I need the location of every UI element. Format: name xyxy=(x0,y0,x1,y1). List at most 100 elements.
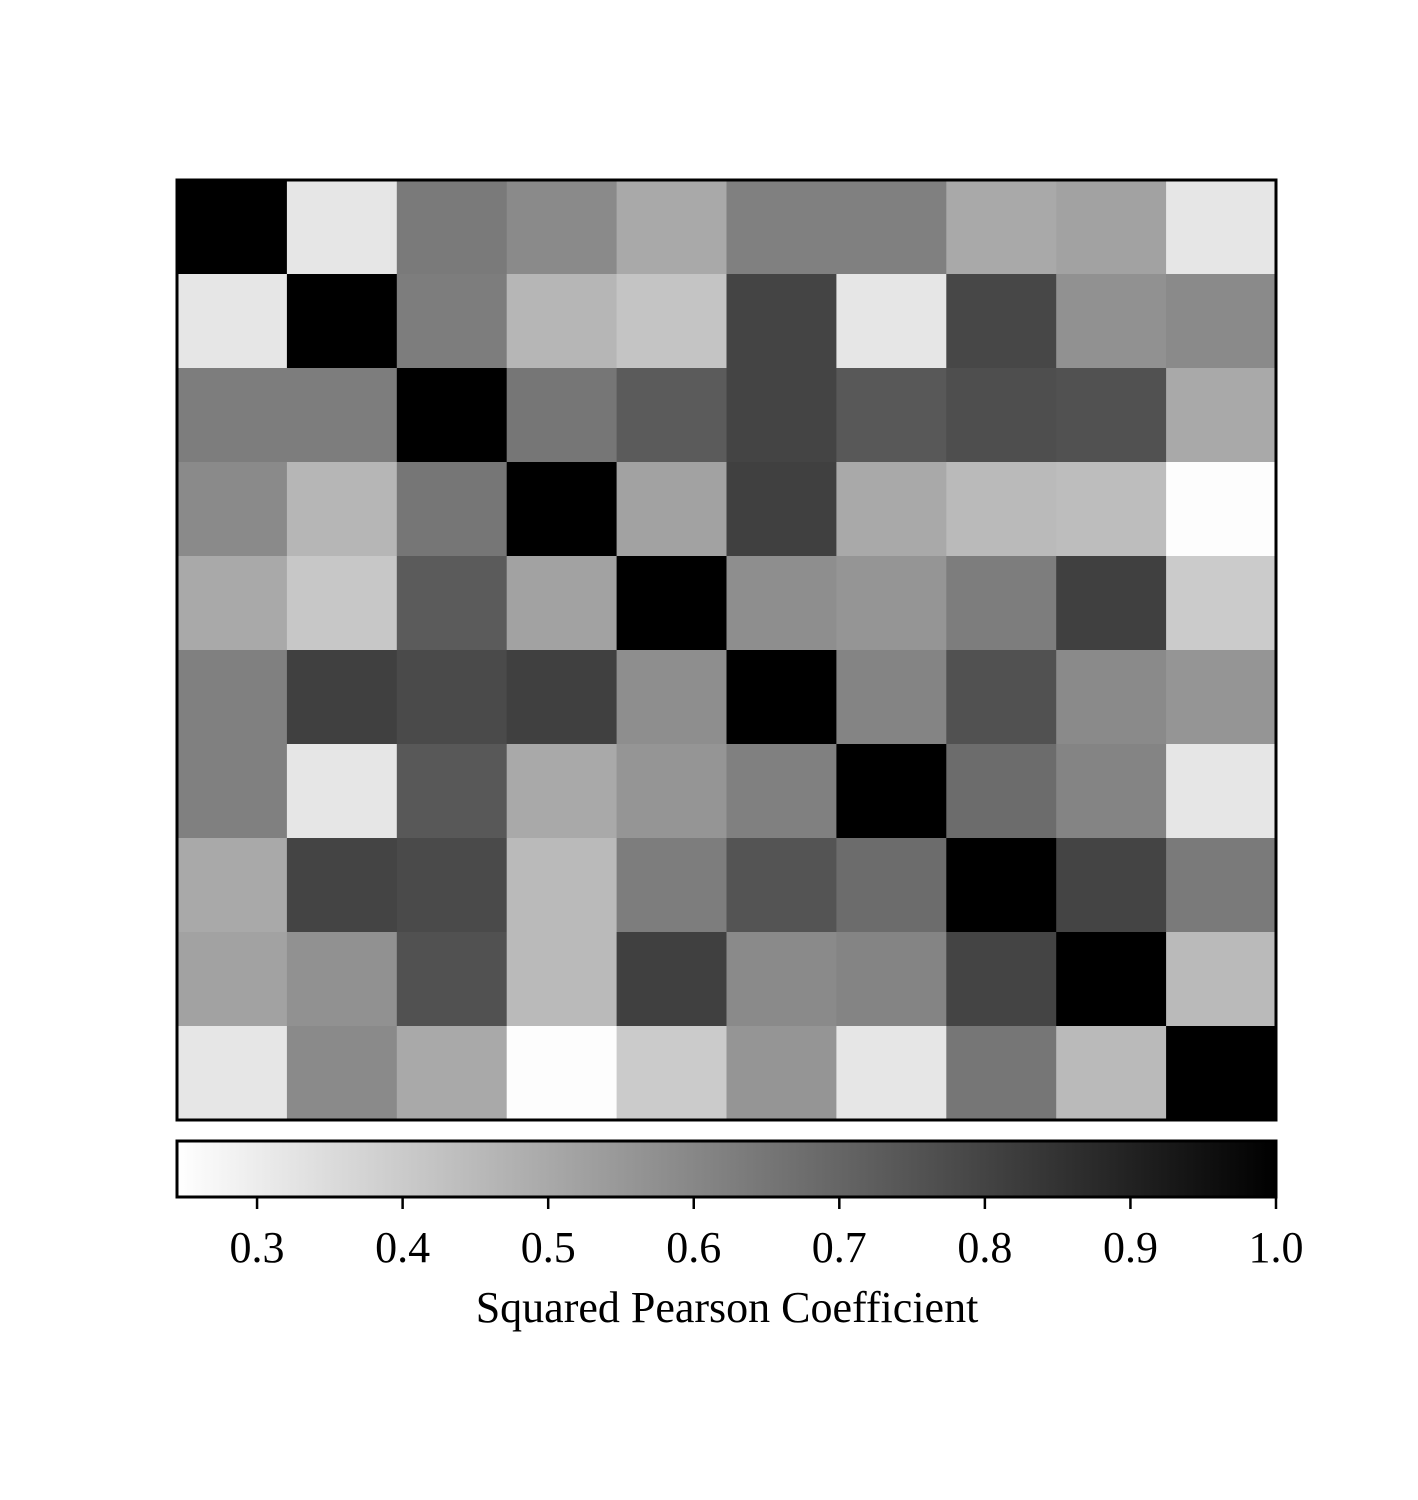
heatmap-cell-r7-c4 xyxy=(616,838,728,933)
heatmap-cell-r8-c2 xyxy=(396,932,508,1027)
heatmap-cell-r5-c4 xyxy=(616,650,728,745)
heatmap-cell-r7-c5 xyxy=(726,838,837,933)
heatmap-cell-r1-c1 xyxy=(286,274,398,369)
heatmap-cell-r8-c1 xyxy=(286,932,398,1027)
heatmap-cell-r4-c3 xyxy=(506,556,618,651)
colorbar-ticks: 0.3 0.4 0.5 0.6 0.7 0.8 0.9 1.0 xyxy=(230,1197,1304,1272)
heatmap-cell-r2-c8 xyxy=(1056,368,1167,463)
heatmap-cell-r5-c5 xyxy=(726,650,837,745)
heatmap-cell-r2-c5 xyxy=(726,368,837,463)
heatmap-cell-r6-c0 xyxy=(177,744,288,839)
colorbar-tick-label: 0.9 xyxy=(1103,1223,1158,1272)
heatmap-cell-r0-c2 xyxy=(396,180,508,275)
heatmap-cell-r1-c6 xyxy=(836,274,947,369)
heatmap-cell-r1-c3 xyxy=(506,274,618,369)
heatmap-cell-r4-c6 xyxy=(836,556,947,651)
heatmap-cell-r2-c3 xyxy=(506,368,618,463)
colorbar xyxy=(175,1139,1278,1199)
heatmap-cell-r9-c3 xyxy=(506,1026,618,1121)
heatmap-cell-r2-c1 xyxy=(286,368,398,463)
heatmap-cell-r1-c0 xyxy=(177,274,288,369)
heatmap-grid xyxy=(177,180,1277,1121)
heatmap-cell-r6-c9 xyxy=(1166,744,1277,839)
heatmap-cell-r2-c2 xyxy=(396,368,508,463)
heatmap-cell-r3-c7 xyxy=(946,462,1057,557)
heatmap-cell-r0-c3 xyxy=(506,180,618,275)
heatmap-cell-r7-c9 xyxy=(1166,838,1277,933)
heatmap-cell-r7-c8 xyxy=(1056,838,1167,933)
heatmap-cell-r8-c6 xyxy=(836,932,947,1027)
heatmap-cell-r6-c6 xyxy=(836,744,947,839)
heatmap-cell-r1-c8 xyxy=(1056,274,1167,369)
heatmap-cell-r6-c3 xyxy=(506,744,618,839)
heatmap-cell-r2-c6 xyxy=(836,368,947,463)
heatmap-cell-r4-c9 xyxy=(1166,556,1277,651)
colorbar-label: Squared Pearson Coefficient xyxy=(476,1283,979,1332)
heatmap-cell-r5-c1 xyxy=(286,650,398,745)
heatmap-cell-r3-c5 xyxy=(726,462,837,557)
heatmap-cell-r5-c8 xyxy=(1056,650,1167,745)
heatmap-cell-r6-c1 xyxy=(286,744,398,839)
heatmap-cell-r8-c9 xyxy=(1166,932,1277,1027)
heatmap-cell-r9-c8 xyxy=(1056,1026,1167,1121)
heatmap-cell-r1-c2 xyxy=(396,274,508,369)
heatmap-cell-r3-c4 xyxy=(616,462,728,557)
heatmap-cell-r5-c2 xyxy=(396,650,508,745)
heatmap-cell-r5-c0 xyxy=(177,650,288,745)
heatmap-cell-r0-c5 xyxy=(726,180,837,275)
heatmap-cell-r0-c8 xyxy=(1056,180,1167,275)
heatmap-cell-r8-c4 xyxy=(616,932,728,1027)
heatmap-cell-r0-c9 xyxy=(1166,180,1277,275)
heatmap-cell-r0-c6 xyxy=(836,180,947,275)
heatmap-cell-r6-c2 xyxy=(396,744,508,839)
heatmap-cell-r0-c4 xyxy=(616,180,728,275)
colorbar-tick-label: 0.4 xyxy=(375,1223,430,1272)
heatmap-cell-r5-c7 xyxy=(946,650,1057,745)
heatmap-cell-r0-c0 xyxy=(177,180,288,275)
heatmap-cell-r1-c7 xyxy=(946,274,1057,369)
heatmap-cell-r4-c8 xyxy=(1056,556,1167,651)
heatmap-cell-r7-c2 xyxy=(396,838,508,933)
heatmap-cell-r9-c4 xyxy=(616,1026,728,1121)
heatmap-cell-r0-c7 xyxy=(946,180,1057,275)
heatmap-cell-r4-c7 xyxy=(946,556,1057,651)
colorbar-tick-label: 0.6 xyxy=(666,1223,721,1272)
heatmap-cell-r5-c9 xyxy=(1166,650,1277,745)
heatmap-cell-r6-c7 xyxy=(946,744,1057,839)
colorbar-tick-label: 0.8 xyxy=(957,1223,1012,1272)
heatmap-cell-r8-c7 xyxy=(946,932,1057,1027)
heatmap-cell-r7-c1 xyxy=(286,838,398,933)
heatmap-cell-r8-c5 xyxy=(726,932,837,1027)
heatmap-cell-r6-c8 xyxy=(1056,744,1167,839)
heatmap-cell-r7-c0 xyxy=(177,838,288,933)
heatmap-cell-r9-c9 xyxy=(1166,1026,1277,1121)
heatmap-frame xyxy=(175,178,1278,1122)
heatmap-cell-r3-c3 xyxy=(506,462,618,557)
colorbar-tick-label: 1.0 xyxy=(1249,1223,1304,1272)
heatmap-cell-r3-c1 xyxy=(286,462,398,557)
colorbar-tick-label: 0.5 xyxy=(521,1223,576,1272)
heatmap-cell-r9-c1 xyxy=(286,1026,398,1121)
heatmap-cell-r6-c4 xyxy=(616,744,728,839)
heatmap-cell-r9-c6 xyxy=(836,1026,947,1121)
heatmap-cell-r4-c1 xyxy=(286,556,398,651)
heatmap-cell-r2-c7 xyxy=(946,368,1057,463)
heatmap-cell-r0-c1 xyxy=(286,180,398,275)
colorbar-tick-label: 0.7 xyxy=(812,1223,867,1272)
heatmap-cell-r3-c9 xyxy=(1166,462,1277,557)
heatmap-cell-r2-c0 xyxy=(177,368,288,463)
heatmap-cell-r9-c5 xyxy=(726,1026,837,1121)
heatmap-cell-r8-c8 xyxy=(1056,932,1167,1027)
heatmap-cell-r4-c0 xyxy=(177,556,288,651)
heatmap-cell-r9-c2 xyxy=(396,1026,508,1121)
heatmap-cell-r7-c7 xyxy=(946,838,1057,933)
heatmap-cell-r5-c6 xyxy=(836,650,947,745)
heatmap-cell-r1-c5 xyxy=(726,274,837,369)
heatmap-cell-r3-c0 xyxy=(177,462,288,557)
heatmap-cell-r7-c6 xyxy=(836,838,947,933)
heatmap-cell-r5-c3 xyxy=(506,650,618,745)
heatmap-cell-r2-c9 xyxy=(1166,368,1277,463)
colorbar-tick-label: 0.3 xyxy=(230,1223,285,1272)
heatmap-cell-r3-c6 xyxy=(836,462,947,557)
